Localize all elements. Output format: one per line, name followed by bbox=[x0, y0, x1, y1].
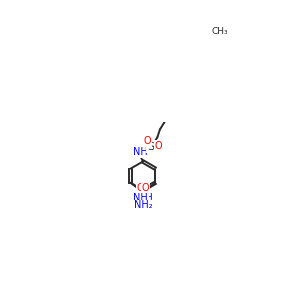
Text: O: O bbox=[142, 183, 149, 193]
Text: O: O bbox=[136, 183, 144, 193]
Text: NH₂: NH₂ bbox=[134, 200, 152, 210]
Text: NH: NH bbox=[138, 193, 152, 202]
Text: NH₂: NH₂ bbox=[134, 200, 152, 210]
Text: O: O bbox=[154, 141, 162, 151]
Text: CH₃: CH₃ bbox=[212, 27, 229, 36]
Text: O: O bbox=[144, 136, 152, 146]
Text: S: S bbox=[147, 142, 154, 152]
Text: NH: NH bbox=[133, 147, 147, 157]
Text: NH: NH bbox=[133, 193, 148, 202]
